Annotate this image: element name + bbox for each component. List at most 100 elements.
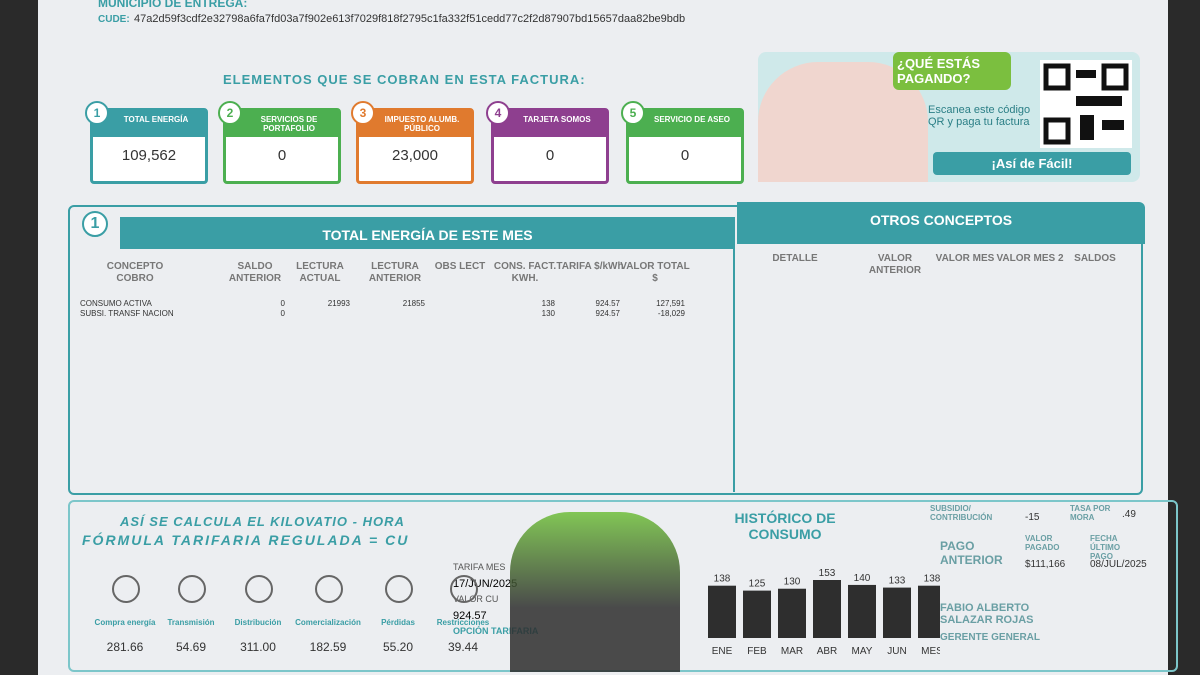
charges-title: ELEMENTOS QUE SE COBRAN EN ESTA FACTURA: [223, 72, 586, 87]
option-label: OPCIÓN TARIFARIA [453, 626, 539, 636]
bar-value: 140 [854, 573, 871, 584]
cude: 47a2d59f3cdf2e32798a6fa7fd03a7f902e613f7… [134, 13, 686, 25]
bar [708, 585, 736, 638]
charge-box: TOTAL ENERGÍA 109,562 1 [85, 101, 208, 184]
subsidy: -15 [1025, 512, 1040, 523]
bar-category: FEB [747, 646, 767, 657]
bar [848, 584, 876, 638]
column-header: OBS LECT [434, 261, 486, 272]
component-icon [450, 575, 478, 603]
table-cell: 130 [541, 309, 555, 318]
component-icon [315, 575, 343, 603]
column-header: CONCEPTO COBRO [106, 261, 164, 284]
column-header: VALOR MES 2 [996, 253, 1064, 264]
column-header: DETALLE [772, 253, 818, 264]
component-value: 182.59 [309, 640, 347, 654]
table-cell: 127,591 [656, 299, 685, 308]
component-label: Pérdidas [381, 618, 415, 627]
table-cell: 21855 [402, 299, 425, 308]
table-cell: 138 [541, 299, 555, 308]
paid: $111,166 [1025, 559, 1066, 570]
promo-question: ¿QUÉ ESTÁS PAGANDO? [893, 52, 1011, 90]
component-label: Distribución [234, 618, 282, 627]
column-header: CONS. FACT. KWH. [493, 261, 557, 284]
bar [778, 588, 806, 638]
column-header: SALDOS [1074, 253, 1116, 264]
divider [733, 247, 735, 492]
component-label: Restricciones [436, 618, 490, 627]
charge-label: SERVICIOS DE PORTAFOLIO [226, 111, 338, 137]
date: 08/JUL/2025 [1090, 559, 1147, 570]
charge-box: IMPUESTO ALUMB. PÚBLICO 23,000 3 [351, 101, 474, 184]
component-value: 55.20 [382, 640, 414, 654]
column-header: LECTURA ACTUAL [296, 261, 344, 284]
prev-label: PAGO ANTERIOR [940, 539, 1003, 567]
column-header: LECTURA ANTERIOR [368, 261, 422, 284]
bar-value: 153 [819, 568, 836, 579]
promo-tagline: ¡Así de Fácil! [933, 152, 1131, 175]
invoice: MUNICIPIO DE ENTREGA: CUDE: 47a2d59f3cdf… [38, 0, 1178, 675]
bar [813, 580, 841, 638]
mora-label: TASA POR MORA [1070, 504, 1111, 522]
date-label: FECHA ÚLTIMO PAGO [1090, 534, 1121, 561]
charge-value: 0 [680, 147, 690, 164]
charge-number: 1 [85, 101, 109, 125]
table-cell: 0 [280, 309, 285, 318]
component-icon [112, 575, 140, 603]
municipio-label: MUNICIPIO DE ENTREGA: [98, 0, 248, 10]
component-icon [178, 575, 206, 603]
bar-category: ENE [712, 646, 733, 657]
paid-label: VALOR PAGADO [1025, 534, 1060, 552]
charge-number: 5 [621, 101, 645, 125]
charge-number: 3 [351, 101, 375, 125]
column-header: VALOR ANTERIOR [868, 253, 922, 276]
charge-label: SERVICIO DE ASEO [629, 111, 741, 137]
manager-title: GERENTE GENERAL [940, 632, 1041, 643]
other-header: OTROS CONCEPTOS [737, 202, 1145, 244]
bar [883, 587, 911, 638]
bar-category: MAR [781, 646, 803, 657]
component-value: 54.69 [175, 640, 207, 654]
table-cell: CONSUMO ACTIVA [80, 299, 152, 308]
component-label: Compra energía [94, 618, 156, 627]
cude-label: CUDE: [98, 14, 130, 25]
component-label: Transmisión [167, 618, 215, 627]
charge-value: 23,000 [392, 147, 438, 164]
charge-label: TOTAL ENERGÍA [93, 111, 205, 137]
promo-text: Escanea este código QR y paga tu factura [928, 104, 1031, 128]
formula-subtitle: FÓRMULA TARIFARIA REGULADA = CU [82, 532, 410, 548]
energy-badge: 1 [82, 211, 108, 237]
tarifa-label: TARIFA MES [453, 562, 506, 572]
history-chart: 138 ENE 125 FEB 130 MAR 153 ABR 140 MAY 133 JUN 138 M… [708, 568, 940, 657]
table-cell: 21993 [327, 299, 350, 308]
energy-panel: TOTAL ENERGÍA DE ESTE MES 1 OTROS CONCEP… [68, 202, 1145, 495]
component-icon [385, 575, 413, 603]
table-cell: 924.57 [595, 309, 620, 318]
bottom-panel: ASÍ SE CALCULA EL KILOVATIO - HORA FÓRMU… [68, 500, 1178, 672]
bar-category: MAY [852, 646, 873, 657]
bar-value: 133 [889, 576, 906, 587]
bar-category: ABR [817, 646, 838, 657]
bar [743, 590, 771, 638]
table-cell: 0 [280, 299, 285, 308]
charge-value: 0 [545, 147, 555, 164]
component-label: Comercialización [295, 618, 361, 627]
charge-box: TARJETA SOMOS 0 4 [486, 101, 609, 184]
cu-value: 924.57 [453, 610, 487, 622]
column-header: TARIFA $/kWh [556, 261, 624, 272]
energy-header: TOTAL ENERGÍA DE ESTE MES [120, 217, 735, 249]
bar-value: 138 [714, 574, 731, 585]
charge-number: 2 [218, 101, 242, 125]
promo: ¿QUÉ ESTÁS PAGANDO? Escanea este código … [758, 52, 1140, 182]
bar-category: MES [921, 646, 940, 657]
column-header: VALOR TOTAL $ [620, 261, 690, 284]
charge-number: 4 [486, 101, 510, 125]
component-value: 281.66 [106, 640, 144, 654]
component-value: 311.00 [240, 640, 276, 654]
cu-label: VALOR CU [453, 594, 499, 604]
history-title: HISTÓRICO DE CONSUMO [734, 510, 836, 542]
charge-value: 0 [277, 147, 287, 164]
component-value: 39.44 [447, 640, 479, 654]
charge-box: SERVICIOS DE PORTAFOLIO 0 2 [218, 101, 341, 184]
table-cell: SUBSI. TRANSF NACION [80, 309, 174, 318]
